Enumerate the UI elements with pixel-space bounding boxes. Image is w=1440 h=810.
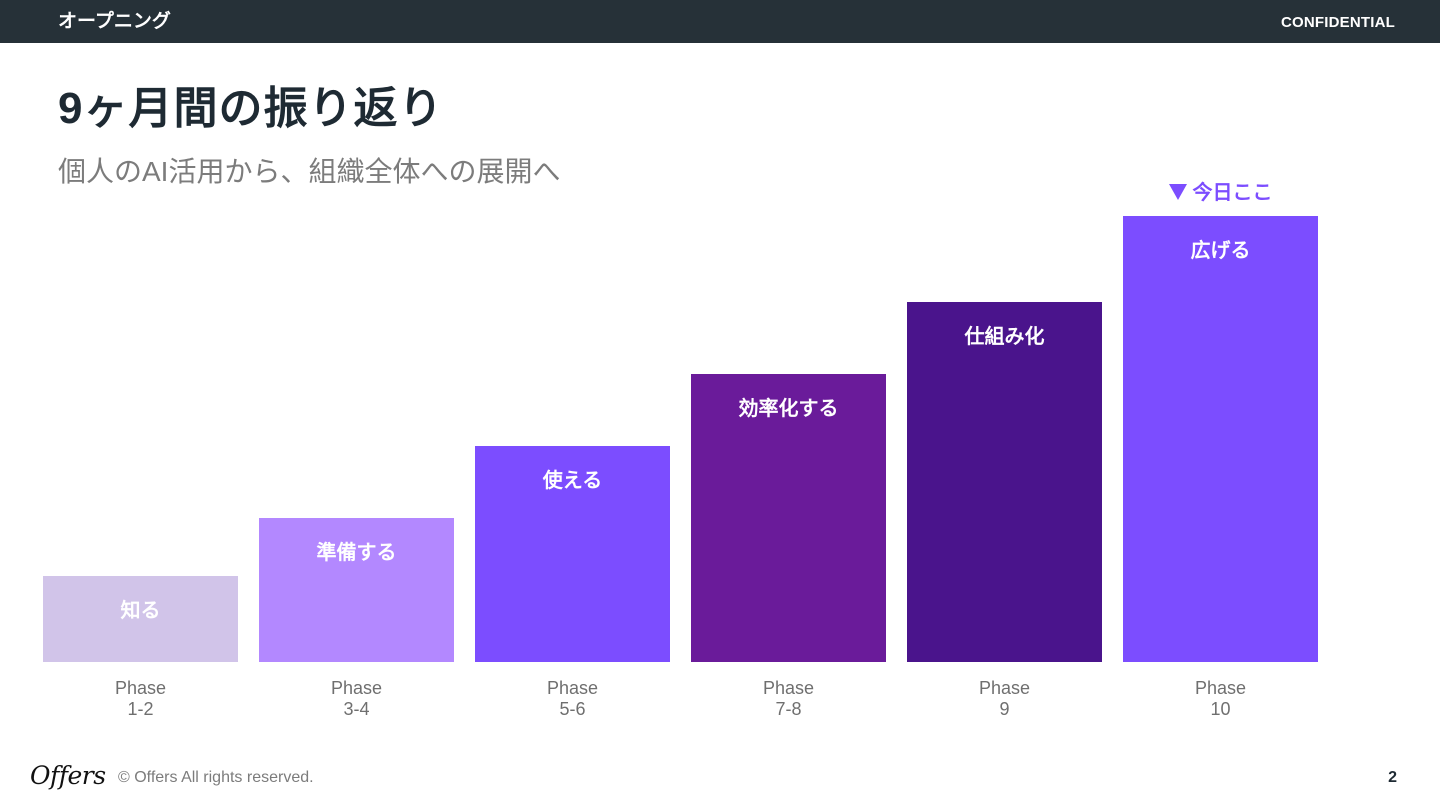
step-label: 広げる [1190, 240, 1251, 262]
phase-number: 9 [999, 699, 1010, 719]
phase-word: Phase [762, 678, 815, 698]
phase-number: 7-8 [775, 699, 802, 719]
phase-label-6: Phase 10 [1123, 678, 1318, 720]
step-label: 知る [120, 600, 161, 622]
phase-word: Phase [114, 678, 167, 698]
offers-logo: Offers [30, 761, 106, 790]
current-position-marker: 今日ここ [1123, 176, 1318, 205]
slide-subtitle: 個人のAI活用から、組織全体への展開へ [58, 156, 561, 187]
page-number: 2 [1388, 769, 1397, 786]
phase-number: 5-6 [559, 699, 586, 719]
marker-label: 今日ここ [1192, 182, 1273, 204]
header-bar: オープニング CONFIDENTIAL [0, 0, 1440, 43]
step-label: 仕組み化 [964, 326, 1045, 348]
phase-label-5: Phase 9 [907, 678, 1102, 720]
phase-word: Phase [546, 678, 599, 698]
phase-word: Phase [330, 678, 383, 698]
section-label: オープニング [58, 11, 171, 32]
phase-label-1: Phase 1-2 [43, 678, 238, 720]
phase-number: 10 [1210, 699, 1231, 719]
step-label: 効率化する [738, 398, 839, 420]
phase-number: 1-2 [127, 699, 154, 719]
step-bar-3: 使える [475, 446, 670, 662]
phase-label-2: Phase 3-4 [259, 678, 454, 720]
step-bar-6: 広げる [1123, 216, 1318, 662]
phase-label-4: Phase 7-8 [691, 678, 886, 720]
slide-title: 9ヶ月間の振り返り [58, 84, 444, 133]
step-bar-1: 知る [43, 576, 238, 662]
phase-word: Phase [978, 678, 1031, 698]
confidential-label: CONFIDENTIAL [1280, 14, 1395, 31]
triangle-down-icon [1168, 183, 1187, 200]
phase-word: Phase [1194, 678, 1247, 698]
phase-label-3: Phase 5-6 [475, 678, 670, 720]
step-label: 準備する [316, 542, 397, 564]
copyright-text: © Offers All rights reserved. [118, 769, 314, 786]
step-bar-5: 仕組み化 [907, 302, 1102, 662]
step-label: 使える [542, 470, 603, 492]
phase-number: 3-4 [343, 699, 370, 719]
step-bar-4: 効率化する [691, 374, 886, 662]
step-bar-2: 準備する [259, 518, 454, 662]
